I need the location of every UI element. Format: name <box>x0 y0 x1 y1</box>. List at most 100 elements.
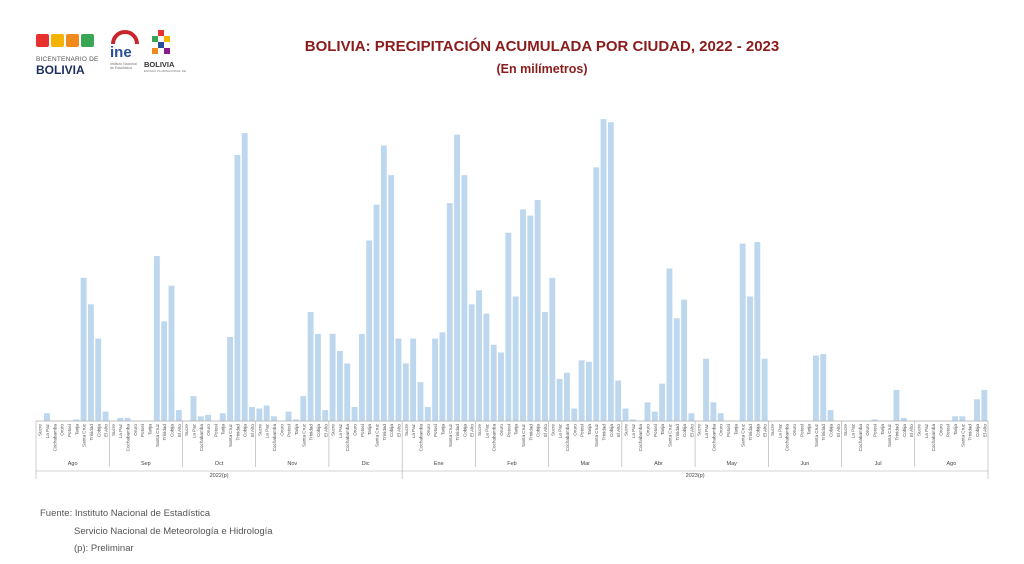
bar-sep-cochabamba <box>124 417 131 421</box>
city-tick-label: Tarija <box>440 424 445 435</box>
bar-mar-cochabamba <box>563 372 570 421</box>
bar-dic-sucre <box>329 333 336 421</box>
footer-note: (p): Preliminar <box>74 543 134 554</box>
city-tick-label: Trinidad <box>455 424 460 441</box>
bar-ago-el-alto <box>102 411 109 421</box>
bar-feb-la-paz <box>483 313 490 421</box>
city-tick-label: Sucre <box>477 424 482 436</box>
city-tick-label: Santa Cruz <box>301 423 306 447</box>
city-tick-label: La Paz <box>265 423 270 438</box>
city-tick-label: Oruro <box>60 424 65 436</box>
bar-feb-sucre <box>476 290 482 421</box>
city-tick-label: Trinidad <box>309 424 314 441</box>
city-tick-label: Sucre <box>257 424 262 436</box>
city-tick-label: Oruro <box>206 424 211 436</box>
bar-abr-la-paz <box>629 419 636 421</box>
city-tick-label: Cobija <box>96 424 101 437</box>
bar-ago-tarija <box>73 419 80 421</box>
city-tick-label: Santa Cruz <box>82 423 87 447</box>
bar-feb-el-alto <box>542 312 548 421</box>
bar-may-la-paz <box>703 358 709 421</box>
city-tick-label: Santa Cruz <box>960 423 965 447</box>
bar-may-santa-cruz <box>739 243 746 421</box>
city-tick-label: Cochabamba <box>858 424 863 452</box>
bar-ene-potosí <box>432 338 439 421</box>
estado-logo: BOLIVIA ESTADO PLURINACIONAL DE <box>144 30 186 78</box>
city-tick-label: Trinidad <box>675 424 680 441</box>
bar-nov-la-paz <box>263 405 270 421</box>
city-tick-label: Oruro <box>792 424 797 436</box>
bar-may-cochabamba <box>710 402 717 421</box>
bar-jun-cobija <box>827 410 834 421</box>
bar-may-trinidad <box>747 296 753 421</box>
city-tick-label: Trinidad <box>162 424 167 441</box>
bar-ene-trinidad <box>454 134 461 422</box>
city-tick-label: Sucre <box>624 424 629 436</box>
bar-jul-potosí <box>871 419 878 421</box>
city-tick-label: Cochabamba <box>711 424 716 452</box>
logos: BICENTENARIO DE BOLIVIA ine Instituto Na… <box>36 28 186 80</box>
bar-abr-el-alto <box>688 413 695 421</box>
city-tick-label: Sucre <box>38 424 43 436</box>
month-label: Oct <box>215 461 224 467</box>
city-tick-label: Cobija <box>829 424 834 437</box>
bar-ago-trinidad <box>87 304 94 421</box>
city-tick-label: Tarija <box>733 424 738 435</box>
month-label: Ago <box>68 461 78 467</box>
city-tick-label: Santa Cruz <box>594 423 599 447</box>
bar-abr-potosí <box>651 411 658 421</box>
city-tick-label: Tarija <box>367 424 372 435</box>
city-tick-label: Sucre <box>550 424 555 436</box>
bar-sep-santa-cruz <box>153 256 160 421</box>
bar-ene-sucre <box>402 363 409 421</box>
city-tick-label: Oruro <box>279 424 284 436</box>
city-tick-label: Sucre <box>843 424 848 436</box>
chart-subtitle: (En milímetros) <box>496 62 588 76</box>
month-label: Jun <box>800 461 809 467</box>
month-label: Dic <box>362 461 370 467</box>
bar-dic-la-paz <box>336 350 343 421</box>
bar-jun-santa-cruz <box>812 355 819 421</box>
city-tick-label: La Paz <box>118 423 123 438</box>
ine-word: ine <box>110 44 132 61</box>
bar-abr-tarija <box>659 383 666 421</box>
month-label: Ene <box>434 461 444 467</box>
bicentenario-logo: BICENTENARIO DE BOLIVIA <box>36 28 100 78</box>
bar-abr-cobija <box>681 299 688 421</box>
bar-oct-trinidad <box>234 154 241 421</box>
city-tick-label: La Paz <box>45 423 50 438</box>
month-label: Abr <box>654 461 663 467</box>
city-tick-label: El Alto <box>909 424 914 437</box>
bar-mar-trinidad <box>600 119 607 422</box>
bar-nov-potosí <box>285 411 292 421</box>
month-label: Nov <box>287 461 297 467</box>
city-tick-label: Sucre <box>770 424 775 436</box>
city-tick-label: El Alto <box>323 424 328 437</box>
city-tick-label: Tarija <box>221 424 226 435</box>
chart-title: BOLIVIA: PRECIPITACIÓN ACUMULADA POR CIU… <box>304 38 780 55</box>
city-tick-label: El Alto <box>104 424 109 437</box>
bar-dic-el-alto <box>395 338 402 421</box>
bicentenario-main-text: BOLIVIA <box>36 63 85 77</box>
bar-feb-potosí <box>505 232 512 421</box>
city-tick-label: Santa Cruz <box>887 423 892 447</box>
city-tick-label: Sucre <box>184 424 189 436</box>
city-tick-label: Potosí <box>213 423 218 437</box>
bar-mar-la-paz <box>556 378 563 421</box>
city-tick-label: Sucre <box>404 424 409 436</box>
city-tick-label: Trinidad <box>89 424 94 441</box>
city-tick-label: Cochabamba <box>492 424 497 452</box>
city-tick-label: Potosí <box>653 423 658 437</box>
bar-abr-santa-cruz <box>666 268 673 421</box>
city-tick-label: Oruro <box>645 424 650 436</box>
bar-nov-trinidad <box>307 312 314 421</box>
city-tick-label: Potosí <box>799 423 804 437</box>
city-tick-label: El Alto <box>177 424 182 437</box>
bar-feb-trinidad <box>527 215 534 421</box>
city-tick-label: Santa Cruz <box>448 423 453 447</box>
city-tick-label: Oruro <box>865 424 870 436</box>
estado-emblem-icon <box>152 30 170 54</box>
city-tick-label: Cobija <box>975 424 980 437</box>
city-tick-label: Potosí <box>726 423 731 437</box>
bar-dic-oruro <box>351 406 358 421</box>
